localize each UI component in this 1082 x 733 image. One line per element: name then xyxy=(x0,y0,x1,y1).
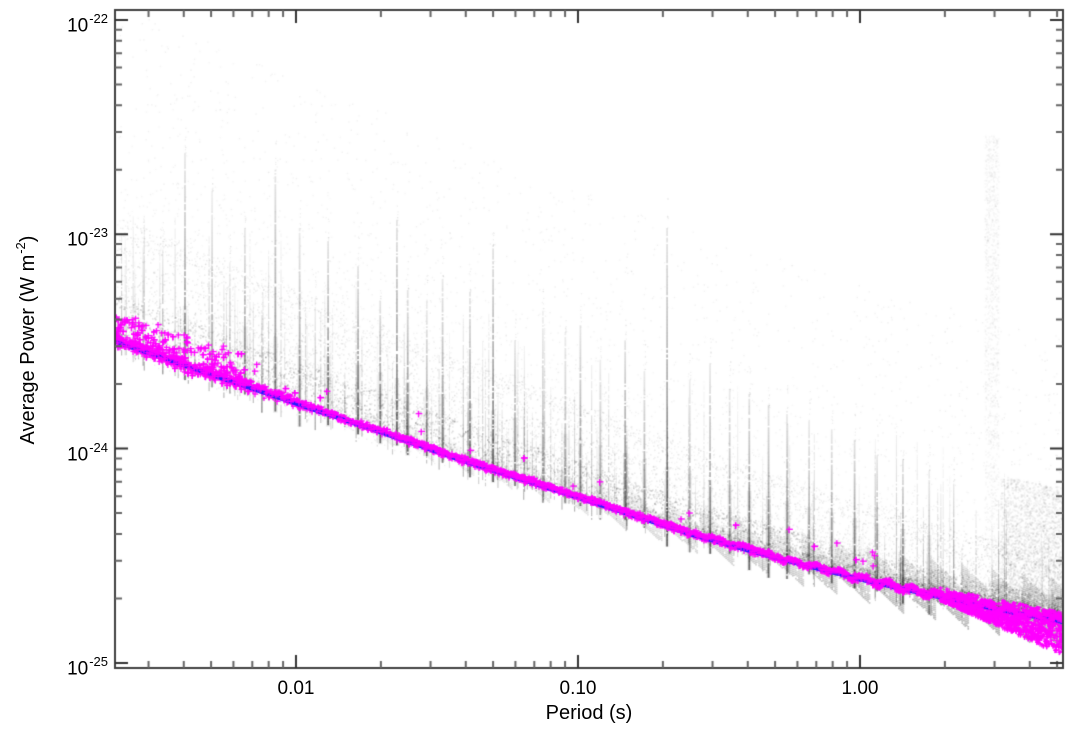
x-tick-label-1.00: 1.00 xyxy=(841,678,879,699)
y-tick-label-1e-22: 10-22 xyxy=(67,11,108,37)
x-axis-title: Period (s) xyxy=(545,702,633,724)
y-tick-label-1e-25: 10-25 xyxy=(67,654,108,680)
y-axis-title: Average Power (W m-2) xyxy=(13,235,39,445)
x-tick-label-0.01: 0.01 xyxy=(277,678,315,699)
y-tick-label-1e-23: 10-23 xyxy=(67,225,108,251)
x-tick-label-0.10: 0.10 xyxy=(559,678,597,699)
y-tick-label-1e-24: 10-24 xyxy=(67,440,108,466)
